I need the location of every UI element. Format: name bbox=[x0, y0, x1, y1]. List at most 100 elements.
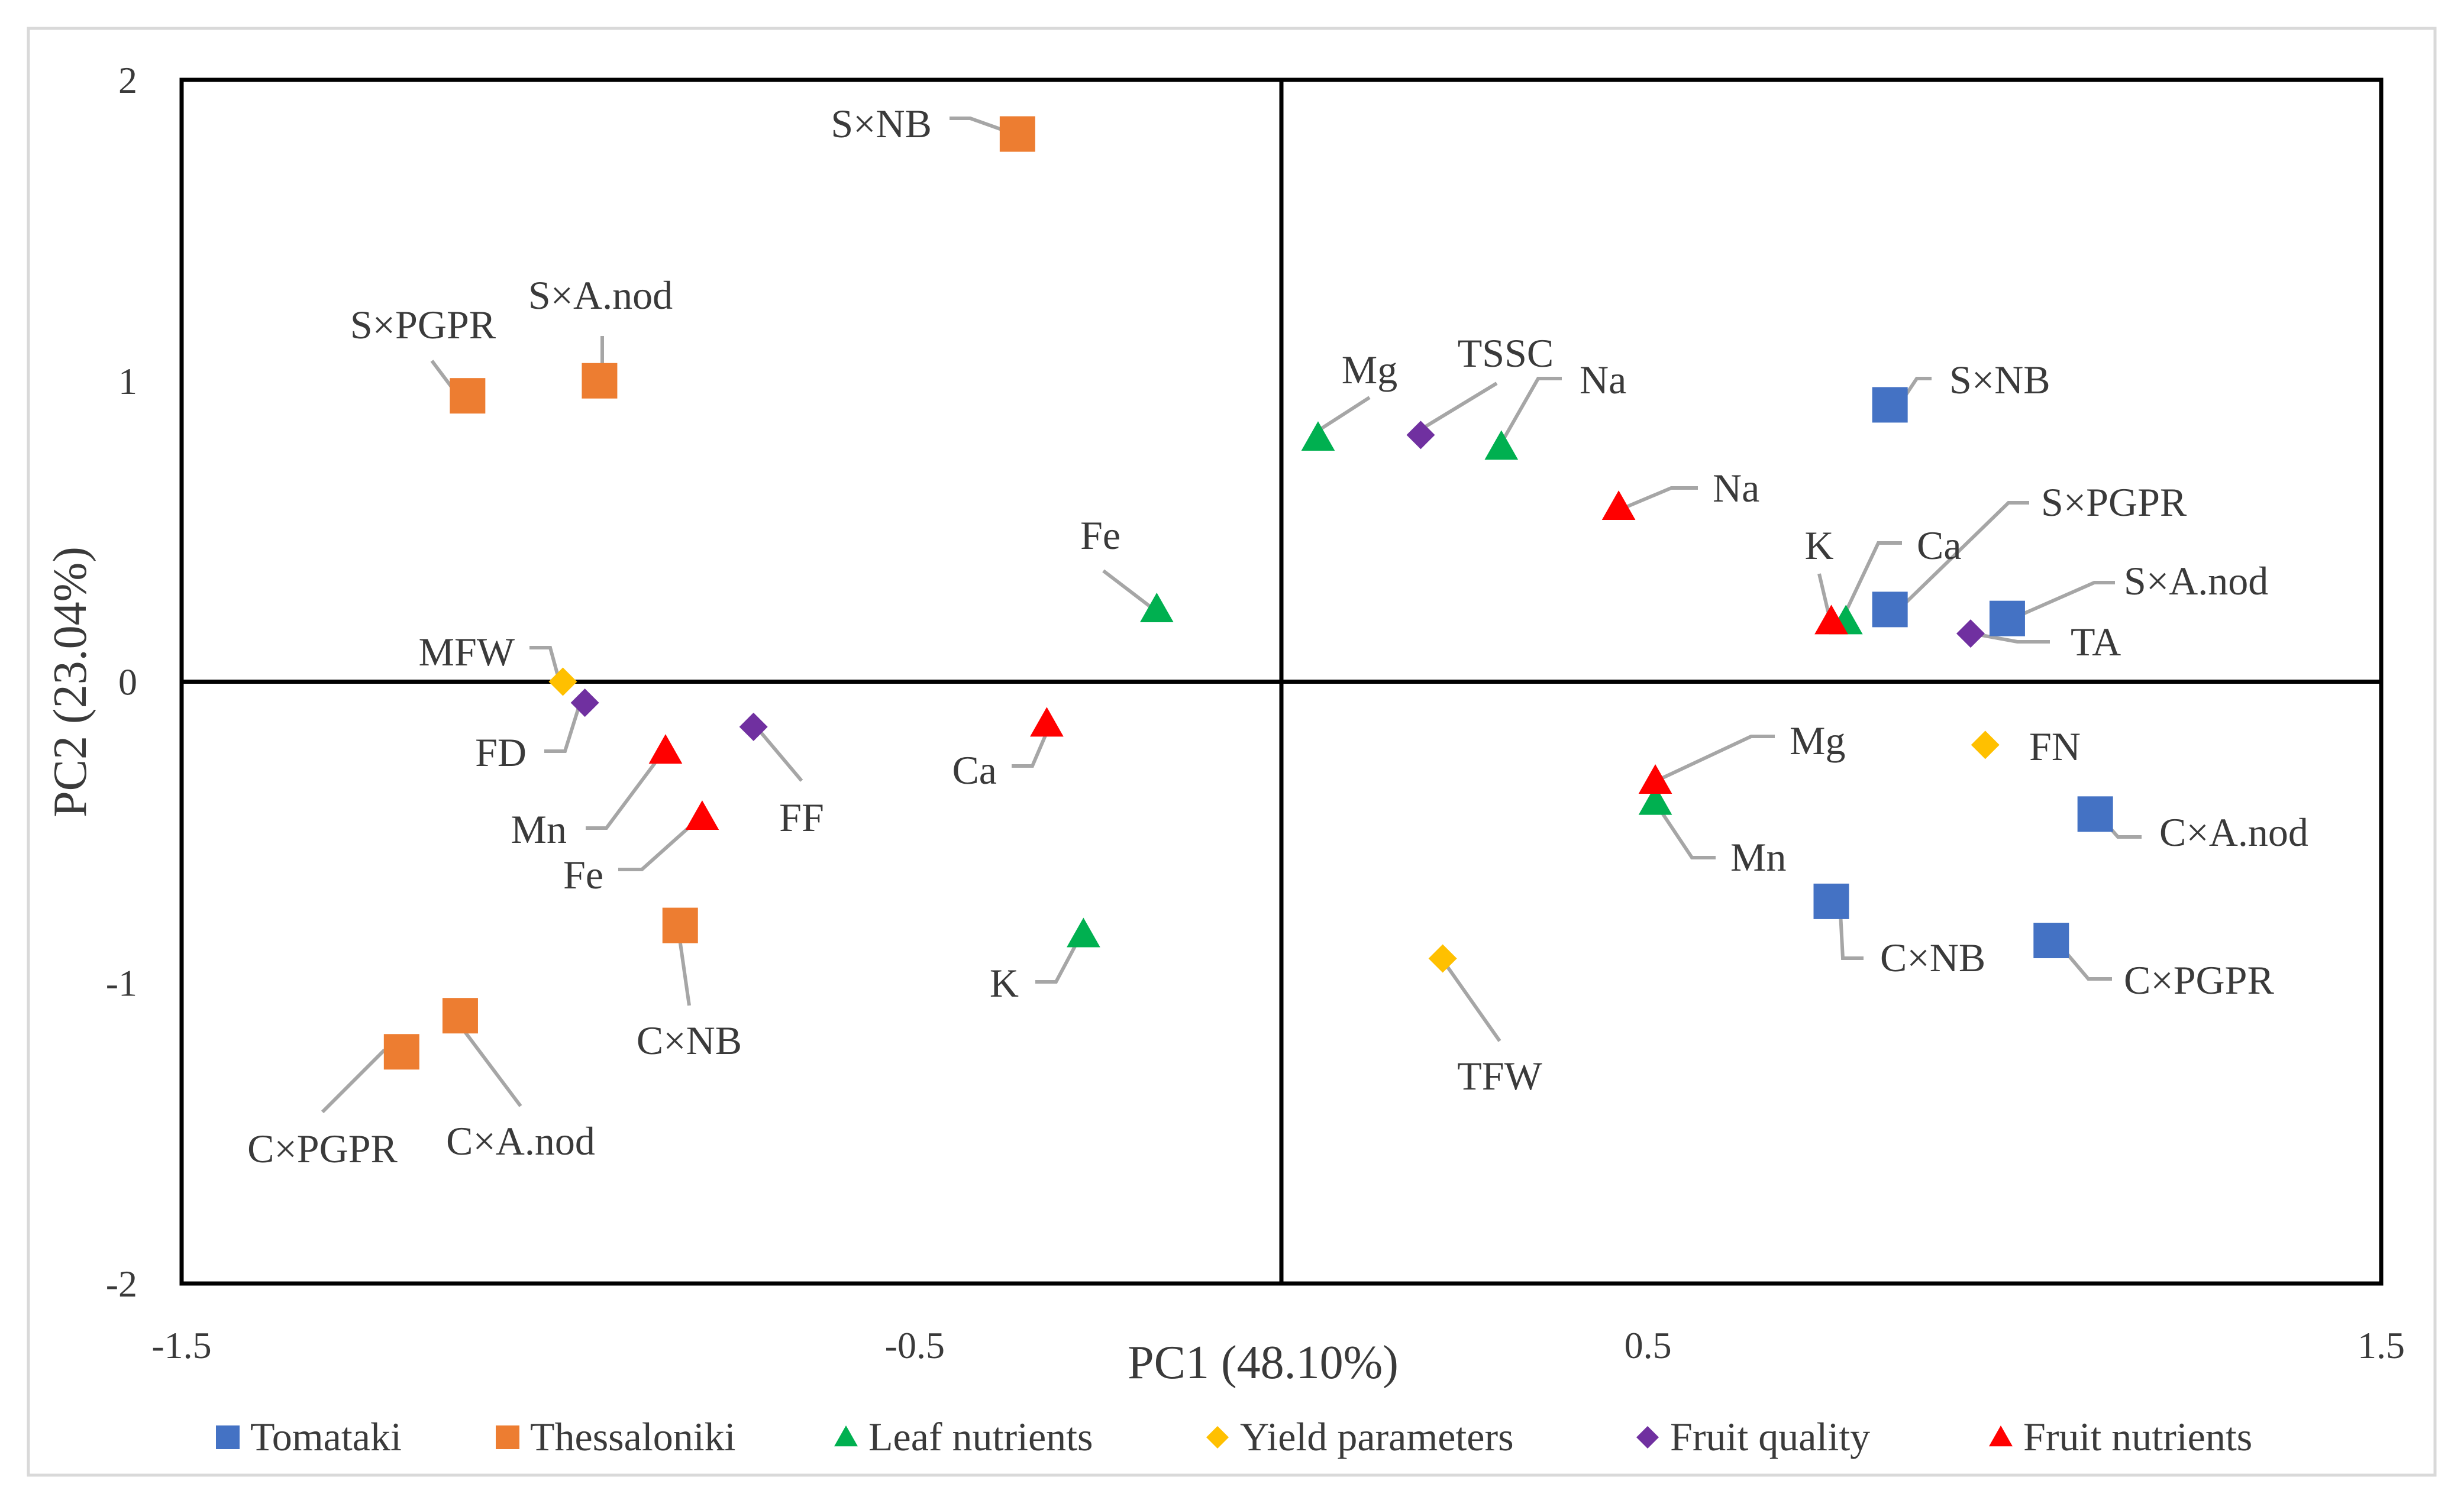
leaf-nutrients-point bbox=[1638, 785, 1672, 815]
x-axis-title: PC1 (48.10%) bbox=[1128, 1337, 1399, 1389]
point-label: Na bbox=[1713, 465, 1759, 510]
thessaloniki-point bbox=[999, 116, 1035, 152]
point-label: TA bbox=[2071, 619, 2121, 664]
point-label: FF bbox=[779, 795, 824, 840]
leaf-nutrients-point bbox=[1301, 421, 1335, 451]
fruit-nutrients-point bbox=[648, 734, 683, 764]
point-label: C×PGPR bbox=[247, 1126, 398, 1171]
point-label: MFW bbox=[419, 629, 515, 674]
leaf-nutrients-point bbox=[1067, 917, 1100, 948]
legend-marker-fruit-quality bbox=[1636, 1426, 1659, 1449]
yield-parameters-point bbox=[1428, 944, 1457, 973]
point-label: Fe bbox=[1080, 513, 1120, 558]
leader-line bbox=[1442, 960, 1501, 1042]
leader-line bbox=[1416, 382, 1498, 434]
point-label: K bbox=[990, 961, 1019, 1006]
point-label: S×PGPR bbox=[2041, 480, 2187, 525]
leader-line bbox=[1897, 501, 2029, 611]
thessaloniki-point bbox=[662, 907, 698, 943]
leader-line bbox=[1315, 396, 1371, 434]
legend-marker-fruit-nutrients bbox=[1989, 1425, 2013, 1447]
point-label: C×PGPR bbox=[2124, 958, 2274, 1003]
point-label: S×PGPR bbox=[350, 302, 496, 347]
fruit-nutrients-point bbox=[1638, 764, 1672, 794]
leader-line bbox=[529, 646, 561, 681]
leaf-nutrients-point bbox=[1484, 430, 1519, 460]
x-tick-label: 0.5 bbox=[1625, 1324, 1672, 1366]
point-label: C×A.nod bbox=[446, 1118, 595, 1163]
point-label: C×A.nod bbox=[2159, 810, 2308, 855]
point-label: S×A.nod bbox=[2124, 558, 2268, 603]
point-label: Ca bbox=[952, 748, 997, 793]
point-label: K bbox=[1804, 523, 1833, 568]
leader-line bbox=[321, 1048, 386, 1114]
yield-parameters-point bbox=[548, 667, 577, 696]
axes-layer: -1.5 -0.5 0.5 1.5 2 1 0 -1 -2 bbox=[106, 59, 2405, 1366]
leader-line bbox=[950, 117, 1013, 135]
legend-label: Fruit quality bbox=[1670, 1414, 1870, 1459]
fruit-nutrients-point bbox=[685, 800, 719, 830]
point-label: Mn bbox=[1730, 835, 1786, 880]
y-tick-label: 2 bbox=[118, 59, 137, 101]
leader-line bbox=[544, 703, 582, 753]
tomataki-point bbox=[1872, 387, 1908, 423]
legend-label: Tomataki bbox=[250, 1414, 402, 1459]
fruit-quality-point bbox=[1956, 619, 1985, 648]
point-label: C×NB bbox=[637, 1018, 742, 1063]
legend-label: Thessaloniki bbox=[530, 1414, 736, 1459]
leader-line bbox=[1655, 735, 1775, 783]
thessaloniki-point bbox=[450, 378, 486, 414]
leader-line bbox=[1102, 569, 1155, 611]
leader-line bbox=[1968, 631, 2050, 644]
x-tick-label: 1.5 bbox=[2358, 1324, 2405, 1366]
legend-marker-tomataki bbox=[216, 1425, 240, 1449]
legend-marker-thessaloniki bbox=[496, 1425, 519, 1449]
leader-line bbox=[1501, 377, 1562, 442]
point-label: TSSC bbox=[1458, 331, 1554, 376]
fruit-quality-point bbox=[570, 688, 599, 717]
legend-label: Leaf nutrients bbox=[868, 1414, 1093, 1459]
tomataki-point bbox=[1813, 883, 1849, 919]
tomataki-point bbox=[1989, 600, 2025, 636]
point-label: Mg bbox=[1342, 347, 1397, 392]
chart-frame bbox=[27, 27, 2437, 1477]
point-label: S×NB bbox=[1949, 357, 2050, 402]
point-label: Fe bbox=[563, 852, 603, 897]
leader-line bbox=[586, 750, 666, 830]
point-label: Mg bbox=[1790, 718, 1845, 763]
leader-line bbox=[753, 723, 803, 782]
legend-label: Fruit nutrients bbox=[2023, 1414, 2252, 1459]
leader-line bbox=[1012, 723, 1052, 768]
labels-layer: S×NB S×PGPR S×A.nod C×A.nod C×NB C×PGPR S×NB S×… bbox=[247, 101, 2308, 1171]
point-label: TFW bbox=[1457, 1053, 1542, 1098]
point-label: Ca bbox=[1917, 523, 1962, 568]
leader-line bbox=[1655, 803, 1716, 859]
legend: Tomataki Thessaloniki Leaf nutrients Yield … bbox=[216, 1414, 2252, 1459]
leader-line bbox=[2006, 581, 2115, 623]
y-axis-title: PC2 (23.04%) bbox=[44, 547, 96, 817]
fruit-nutrients-point bbox=[1814, 604, 1848, 635]
y-tick-label: -1 bbox=[106, 962, 137, 1004]
fruit-nutrients-point bbox=[1601, 490, 1636, 521]
leader-line bbox=[1841, 541, 1902, 619]
fruit-nutrients-point bbox=[1030, 707, 1064, 737]
tomataki-point bbox=[1872, 591, 1908, 628]
leader-line bbox=[1621, 486, 1698, 510]
yield-parameters-point bbox=[1971, 730, 2000, 759]
thessaloniki-point bbox=[582, 363, 618, 399]
thessaloniki-point bbox=[442, 998, 478, 1034]
y-tick-label: 0 bbox=[118, 661, 137, 703]
legend-marker-leaf-nutrients bbox=[834, 1425, 858, 1447]
point-label: FD bbox=[475, 730, 527, 775]
point-label: Mn bbox=[511, 807, 567, 852]
y-tick-label: 1 bbox=[118, 360, 137, 402]
y-tick-label: -2 bbox=[106, 1263, 137, 1305]
point-label: S×NB bbox=[831, 101, 932, 146]
points-layer bbox=[383, 116, 2113, 1070]
leader-line bbox=[1838, 901, 1864, 960]
fruit-quality-point bbox=[1406, 421, 1435, 450]
leader-line bbox=[618, 817, 700, 871]
leader-line bbox=[1035, 936, 1081, 984]
legend-marker-yield-parameters bbox=[1206, 1426, 1229, 1449]
